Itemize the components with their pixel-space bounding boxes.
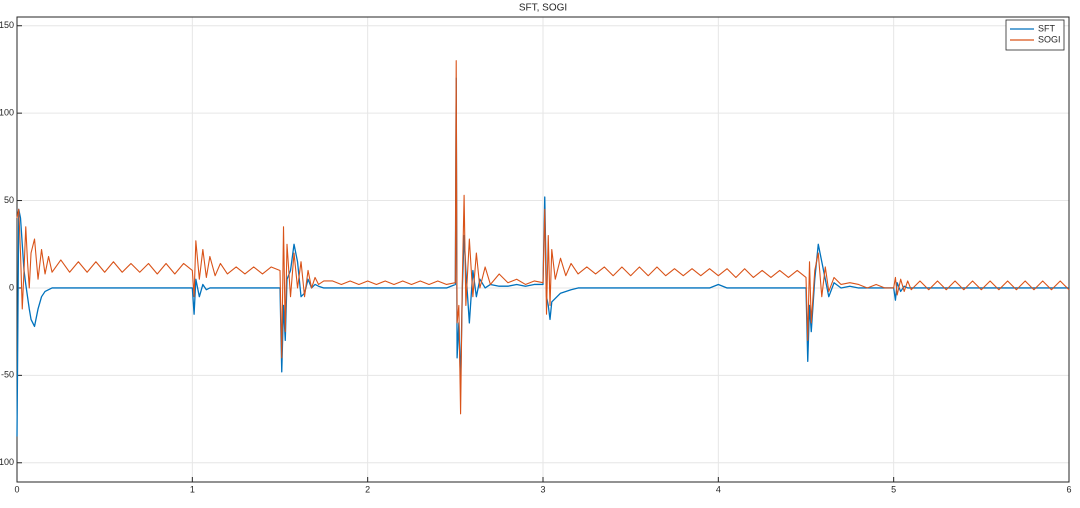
y-tick-label: -50 xyxy=(1,370,14,380)
series-line xyxy=(16,77,1069,437)
x-tick-label: 0 xyxy=(14,484,19,494)
y-tick-label: 100 xyxy=(0,108,14,118)
chart-title: SFT, SOGI xyxy=(519,3,567,14)
legend-label: SFT xyxy=(1038,23,1056,33)
x-tick-label: 5 xyxy=(891,484,896,494)
y-tick-label: -100 xyxy=(0,457,14,467)
x-tick-label: 3 xyxy=(540,484,545,494)
plot-frame xyxy=(16,16,1070,483)
legend-label: SOGI xyxy=(1038,34,1061,44)
y-tick-label: 150 xyxy=(0,20,14,30)
x-tick-label: 4 xyxy=(716,484,721,494)
x-tick-label: 2 xyxy=(365,484,370,494)
legend-box xyxy=(1005,19,1065,51)
x-tick-label: 6 xyxy=(1066,484,1071,494)
series-line xyxy=(16,60,1070,415)
y-tick-label: 50 xyxy=(4,195,14,205)
y-tick-label: 0 xyxy=(9,282,14,292)
x-tick-label: 1 xyxy=(190,484,195,494)
